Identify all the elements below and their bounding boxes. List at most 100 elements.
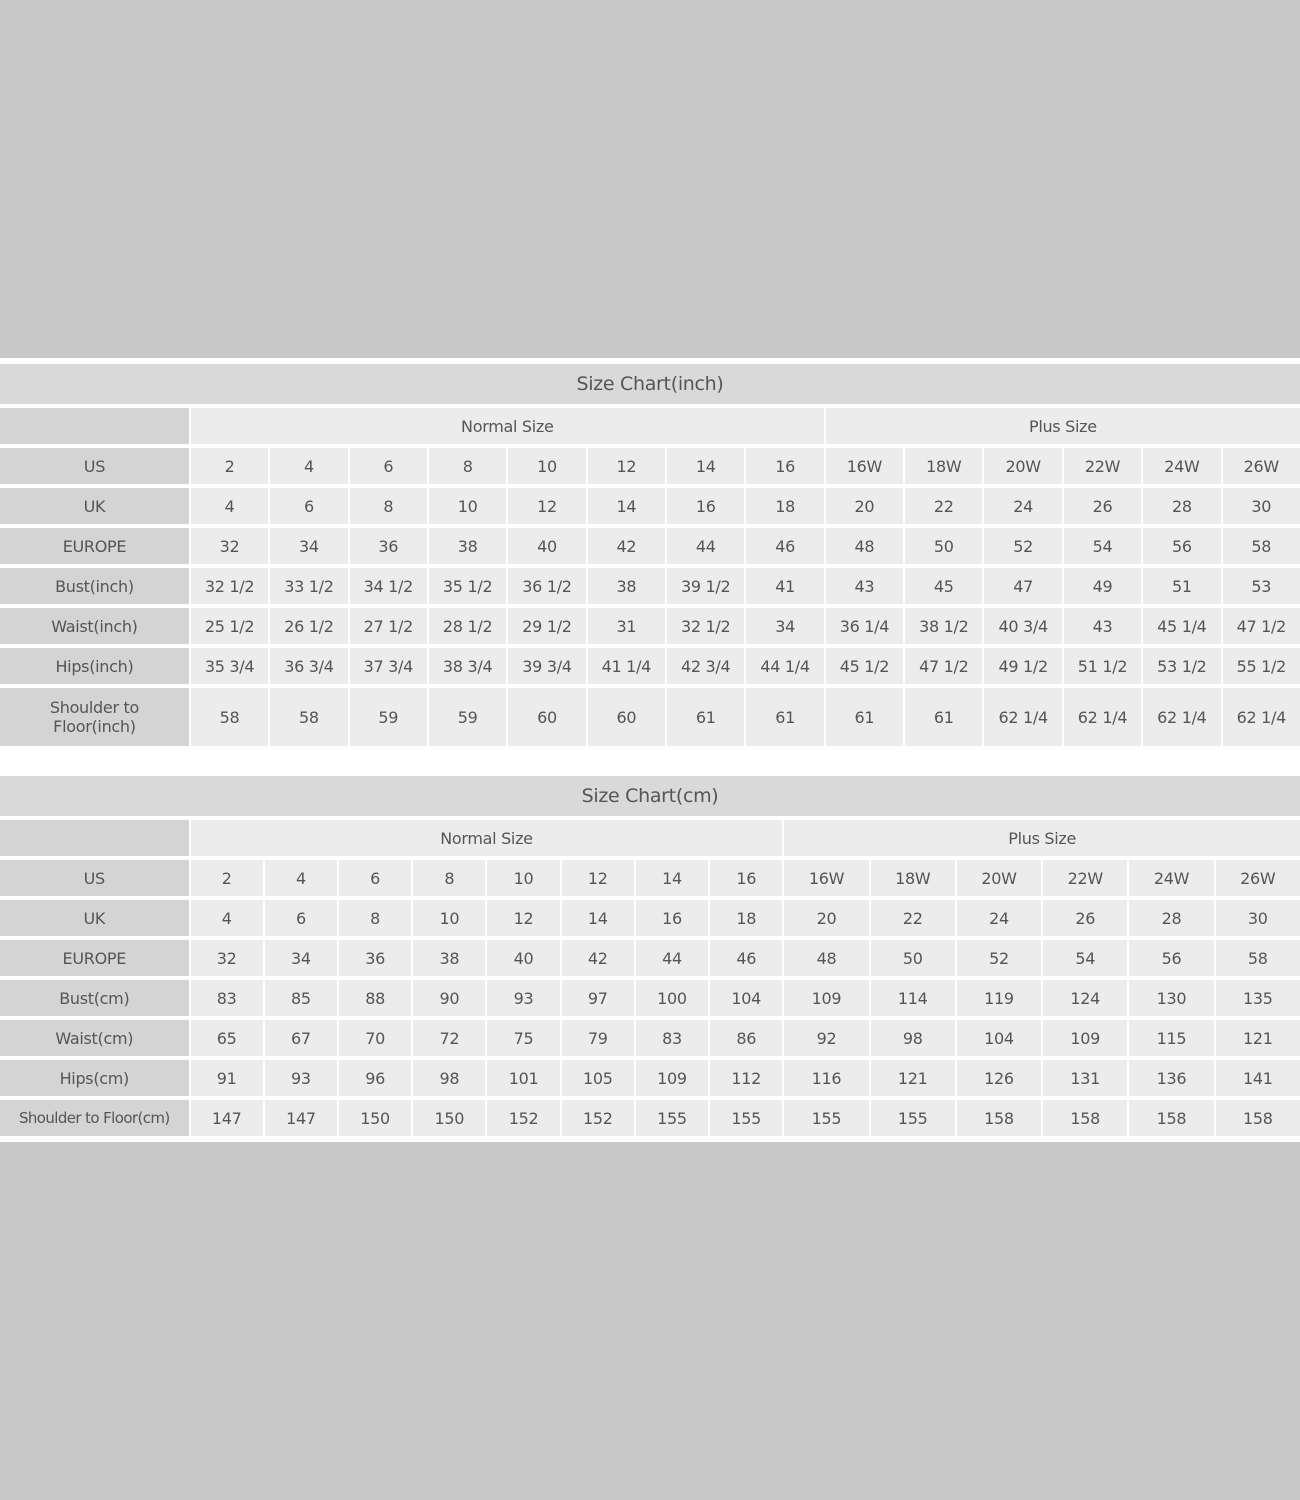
table-cell: 97 bbox=[561, 980, 634, 1016]
table-cell: 86 bbox=[710, 1020, 783, 1056]
table-cell: 98 bbox=[413, 1060, 486, 1096]
table-cell: 46 bbox=[710, 940, 783, 976]
row-label: UK bbox=[0, 488, 189, 524]
table-cell: 45 bbox=[905, 568, 983, 604]
table-cell: 26W bbox=[1215, 860, 1300, 896]
table-row: Hips(cm) 91 93 96 98 101 105 109 112 116 121 126 131… bbox=[0, 1060, 1300, 1096]
table-cell: 83 bbox=[190, 980, 263, 1016]
table-cell: 88 bbox=[339, 980, 412, 1016]
table-cell: 39 1/2 bbox=[667, 568, 745, 604]
table-cell: 54 bbox=[1063, 528, 1142, 564]
table-cell: 121 bbox=[870, 1060, 955, 1096]
row-label: Bust(cm) bbox=[0, 980, 189, 1016]
table-cell: 4 bbox=[190, 900, 263, 936]
table-cell: 65 bbox=[190, 1020, 263, 1056]
table-cell: 158 bbox=[1129, 1100, 1214, 1136]
table-cell: 47 1/2 bbox=[905, 648, 983, 684]
table-cell: 130 bbox=[1129, 980, 1214, 1016]
table-cell: 114 bbox=[870, 980, 955, 1016]
table-cell: 43 bbox=[1063, 608, 1142, 644]
table-cell: 20 bbox=[825, 488, 904, 524]
table-cell: 67 bbox=[264, 1020, 338, 1056]
table-cell: 152 bbox=[487, 1100, 560, 1136]
table-cell: 28 1/2 bbox=[428, 608, 507, 644]
table-cell: 155 bbox=[710, 1100, 783, 1136]
table-cell: 83 bbox=[635, 1020, 709, 1056]
table-cell: 52 bbox=[984, 528, 1062, 564]
table-cell: 20W bbox=[984, 448, 1062, 484]
table-cell: 38 1/2 bbox=[905, 608, 983, 644]
table-cell: 30 bbox=[1215, 900, 1300, 936]
table-cell: 38 bbox=[428, 528, 507, 564]
table-cell: 41 1/4 bbox=[587, 648, 666, 684]
table-cell: 155 bbox=[870, 1100, 955, 1136]
table-cell: 147 bbox=[190, 1100, 263, 1136]
table-cell: 32 1/2 bbox=[667, 608, 745, 644]
table-cell: 6 bbox=[349, 448, 427, 484]
table-cell: 14 bbox=[667, 448, 745, 484]
table-cell: 10 bbox=[413, 900, 486, 936]
table-row: UK 4 6 8 10 12 14 16 18 20 22 24 26 28 30 bbox=[0, 488, 1300, 524]
table-cell: 147 bbox=[264, 1100, 338, 1136]
table-cell: 109 bbox=[784, 980, 869, 1016]
table-cell: 51 bbox=[1143, 568, 1221, 604]
table-cell: 58 bbox=[1215, 940, 1300, 976]
table-cell: 34 bbox=[270, 528, 348, 564]
row-label: Waist(cm) bbox=[0, 1020, 189, 1056]
table-cell: 62 1/4 bbox=[1222, 688, 1300, 746]
table-cell: 44 bbox=[635, 940, 709, 976]
table-cell: 10 bbox=[508, 448, 586, 484]
table-cell: 104 bbox=[956, 1020, 1042, 1056]
table-cell: 25 1/2 bbox=[190, 608, 269, 644]
table-cell: 32 bbox=[190, 940, 263, 976]
table-row: US 2 4 6 8 10 12 14 16 16W 18W 20W 22W 24W 26W bbox=[0, 448, 1300, 484]
table-cell: 150 bbox=[339, 1100, 412, 1136]
table-cell: 60 bbox=[508, 688, 586, 746]
table-cell: 42 bbox=[587, 528, 666, 564]
table-cell: 75 bbox=[487, 1020, 560, 1056]
table-cell: 49 1/2 bbox=[984, 648, 1062, 684]
table-cell: 12 bbox=[587, 448, 666, 484]
table-cell: 12 bbox=[508, 488, 586, 524]
row-label: EUROPE bbox=[0, 528, 189, 564]
table-cell: 26 1/2 bbox=[270, 608, 348, 644]
table-cell: 29 1/2 bbox=[508, 608, 586, 644]
table-cell: 155 bbox=[784, 1100, 869, 1136]
table-cell: 42 3/4 bbox=[667, 648, 745, 684]
table-cell: 16W bbox=[784, 860, 869, 896]
group-header: Plus Size bbox=[825, 408, 1300, 444]
table-cell: 155 bbox=[635, 1100, 709, 1136]
table-cell: 79 bbox=[561, 1020, 634, 1056]
table-cell: 47 bbox=[984, 568, 1062, 604]
table-row: Bust(inch) 32 1/2 33 1/2 34 1/2 35 1/2 36 1/2… bbox=[0, 568, 1300, 604]
table-cell: 93 bbox=[264, 1060, 338, 1096]
table-cell: 34 bbox=[264, 940, 338, 976]
table-cell: 46 bbox=[746, 528, 824, 564]
table-cell: 48 bbox=[825, 528, 904, 564]
table-cell: 53 1/2 bbox=[1143, 648, 1221, 684]
group-header: Normal Size bbox=[190, 820, 783, 856]
row-label: US bbox=[0, 448, 189, 484]
table-cell: 90 bbox=[413, 980, 486, 1016]
table-cell: 8 bbox=[339, 900, 412, 936]
table-cell: 38 bbox=[587, 568, 666, 604]
row-label: US bbox=[0, 860, 189, 896]
table-cell: 40 3/4 bbox=[984, 608, 1062, 644]
table-cell: 6 bbox=[339, 860, 412, 896]
table-row: EUROPE 32 34 36 38 40 42 44 46 48 50 52 54 56 58 bbox=[0, 940, 1300, 976]
table-cell: 27 1/2 bbox=[349, 608, 427, 644]
table-row: Shoulder to Floor(cm) 147 147 150 150 152 152 1… bbox=[0, 1100, 1300, 1136]
table-cell: 141 bbox=[1215, 1060, 1300, 1096]
table-row: Waist(inch) 25 1/2 26 1/2 27 1/2 28 1/2 29 1/… bbox=[0, 608, 1300, 644]
table-title: Size Chart(inch) bbox=[0, 364, 1300, 404]
corner-cell bbox=[0, 820, 189, 856]
table-cell: 18W bbox=[870, 860, 955, 896]
table-cell: 18 bbox=[746, 488, 824, 524]
table-cell: 58 bbox=[1222, 528, 1300, 564]
table-cell: 105 bbox=[561, 1060, 634, 1096]
table-cell: 158 bbox=[1043, 1100, 1128, 1136]
table-cell: 8 bbox=[349, 488, 427, 524]
size-chart-inch: Size Chart(inch) Normal Size Plus Size US 2 4… bbox=[0, 360, 1300, 750]
table-cell: 16 bbox=[746, 448, 824, 484]
table-cell: 136 bbox=[1129, 1060, 1214, 1096]
